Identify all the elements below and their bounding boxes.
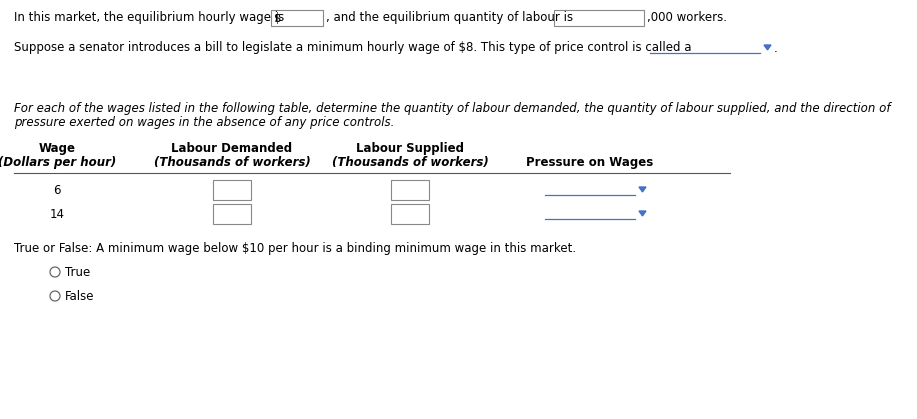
Text: (Thousands of workers): (Thousands of workers) (332, 155, 489, 168)
Text: Pressure on Wages: Pressure on Wages (526, 155, 654, 168)
Bar (391, 180, 429, 200)
Text: Labour Supplied: Labour Supplied (356, 142, 464, 155)
Text: Wage: Wage (39, 142, 75, 155)
Polygon shape (639, 211, 646, 216)
Bar (213, 204, 251, 224)
Text: (Thousands of workers): (Thousands of workers) (154, 155, 310, 168)
Text: ,000 workers.: ,000 workers. (647, 11, 727, 24)
Polygon shape (639, 187, 646, 192)
Text: , and the equilibrium quantity of labour is: , and the equilibrium quantity of labour… (326, 11, 573, 24)
Text: For each of the wages listed in the following table, determine the quantity of l: For each of the wages listed in the foll… (14, 101, 890, 114)
Text: True: True (65, 266, 90, 279)
Text: 6: 6 (53, 184, 61, 197)
Bar (213, 180, 251, 200)
Text: True or False: A minimum wage below $10 per hour is a binding minimum wage in th: True or False: A minimum wage below $10 … (14, 241, 576, 254)
Text: .: . (774, 41, 778, 54)
Text: $: $ (274, 11, 282, 24)
Text: In this market, the equilibrium hourly wage is: In this market, the equilibrium hourly w… (14, 11, 288, 24)
Text: Suppose a senator introduces a bill to legislate a minimum hourly wage of $8. Th: Suppose a senator introduces a bill to l… (14, 41, 691, 54)
Bar (391, 204, 429, 224)
Text: (Dollars per hour): (Dollars per hour) (0, 155, 116, 168)
Bar (271, 10, 323, 26)
Text: pressure exerted on wages in the absence of any price controls.: pressure exerted on wages in the absence… (14, 116, 394, 129)
Text: 14: 14 (50, 207, 64, 220)
Text: Labour Demanded: Labour Demanded (171, 142, 293, 155)
Text: False: False (65, 290, 94, 303)
Bar (554, 10, 644, 26)
Polygon shape (764, 45, 771, 50)
